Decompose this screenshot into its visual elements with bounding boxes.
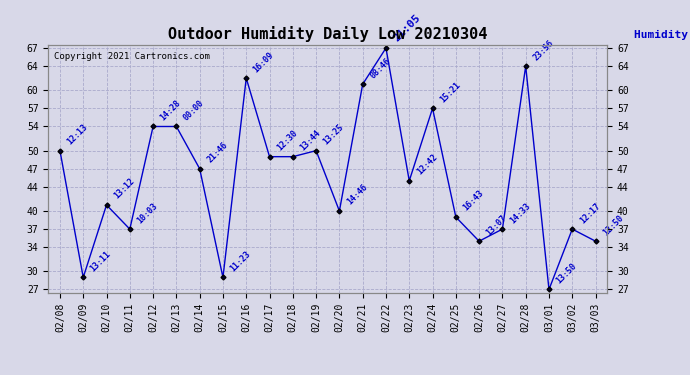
Text: 12:50: 12:50 (601, 213, 625, 237)
Text: 13:25: 13:25 (322, 122, 346, 147)
Y-axis label: Humidity  (%): Humidity (%) (634, 30, 690, 40)
Text: 14:28: 14:28 (159, 98, 183, 122)
Text: 12:30: 12:30 (275, 129, 299, 153)
Text: 13:12: 13:12 (112, 177, 136, 201)
Text: 14:46: 14:46 (345, 183, 369, 207)
Text: 10:03: 10:03 (135, 201, 159, 225)
Text: 12:42: 12:42 (415, 153, 439, 177)
Text: 16:43: 16:43 (462, 189, 486, 213)
Text: 11:23: 11:23 (228, 249, 253, 273)
Text: 12:17: 12:17 (578, 201, 602, 225)
Text: 13:50: 13:50 (555, 261, 579, 285)
Text: 13:44: 13:44 (298, 129, 322, 153)
Title: Outdoor Humidity Daily Low 20210304: Outdoor Humidity Daily Low 20210304 (168, 27, 487, 42)
Text: 23:56: 23:56 (531, 38, 555, 62)
Text: 00:00: 00:00 (182, 98, 206, 122)
Text: Copyright 2021 Cartronics.com: Copyright 2021 Cartronics.com (54, 53, 210, 62)
Text: 13:11: 13:11 (89, 249, 113, 273)
Text: 16:09: 16:09 (252, 50, 276, 74)
Text: 21:46: 21:46 (205, 141, 229, 165)
Text: 14:33: 14:33 (508, 201, 532, 225)
Text: 15:21: 15:21 (438, 80, 462, 104)
Text: 13:07: 13:07 (484, 213, 509, 237)
Text: 08:46: 08:46 (368, 56, 393, 80)
Text: 12:13: 12:13 (66, 122, 90, 147)
Text: 21:05: 21:05 (391, 13, 422, 44)
